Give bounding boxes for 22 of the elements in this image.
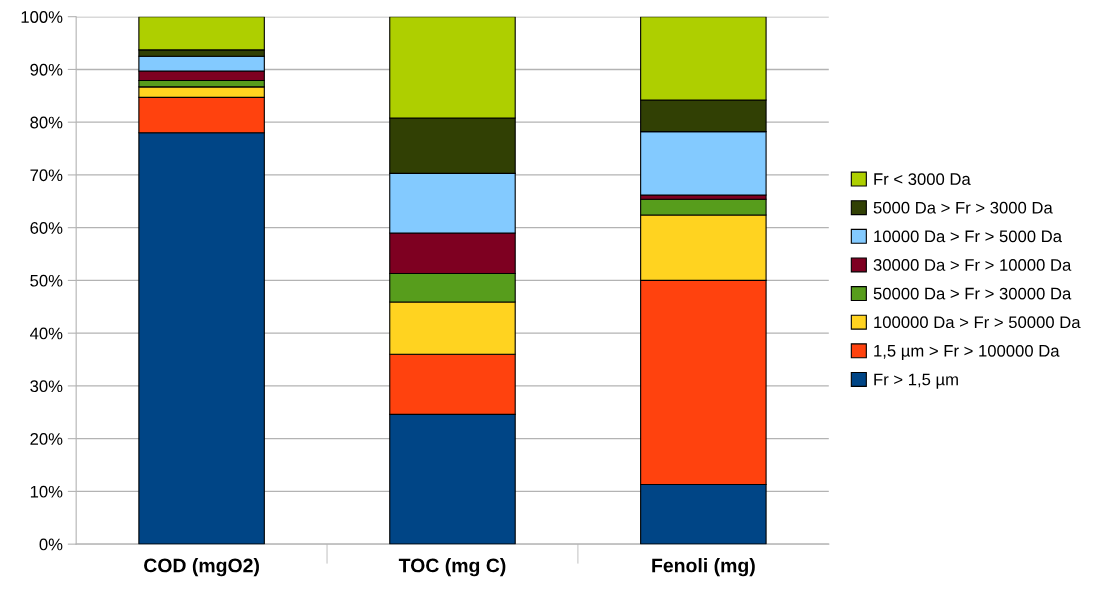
- legend-label: 50000 Da > Fr > 30000 Da: [873, 287, 1072, 300]
- y-tick-label: 60%: [30, 222, 63, 234]
- y-tick-label: 70%: [30, 169, 63, 182]
- x-tick-label: TOC (mg C): [398, 558, 506, 577]
- x-tick-label: COD (mgO2): [144, 558, 259, 577]
- y-tick-label: 0%: [39, 538, 63, 551]
- y-tick-label: 80%: [30, 116, 63, 129]
- y-tick-label: 20%: [30, 433, 63, 445]
- legend-label: 10000 Da > Fr > 5000 Da: [874, 230, 1063, 243]
- legend-label: 1,5 µm > Fr > 100000 Da: [874, 344, 1060, 361]
- y-tick-label: 30%: [30, 380, 63, 393]
- legend-label: Fr > 1,5 µm: [874, 373, 958, 389]
- legend-label: 5000 Da > Fr > 3000 Da: [873, 201, 1053, 214]
- y-tick-label: 40%: [29, 327, 63, 340]
- y-tick-label: 90%: [30, 63, 63, 76]
- legend-label: Fr < 3000 Da: [874, 173, 971, 185]
- y-tick-label: 10%: [30, 485, 63, 498]
- legend-label: 30000 Da > Fr > 10000 Da: [873, 259, 1072, 271]
- y-tick-label: 50%: [30, 274, 63, 287]
- x-tick-label: Fenoli (mg): [652, 558, 755, 577]
- y-tick-label: 100%: [21, 11, 63, 23]
- legend-label: 100000 Da > Fr > 50000 Da: [874, 316, 1081, 329]
